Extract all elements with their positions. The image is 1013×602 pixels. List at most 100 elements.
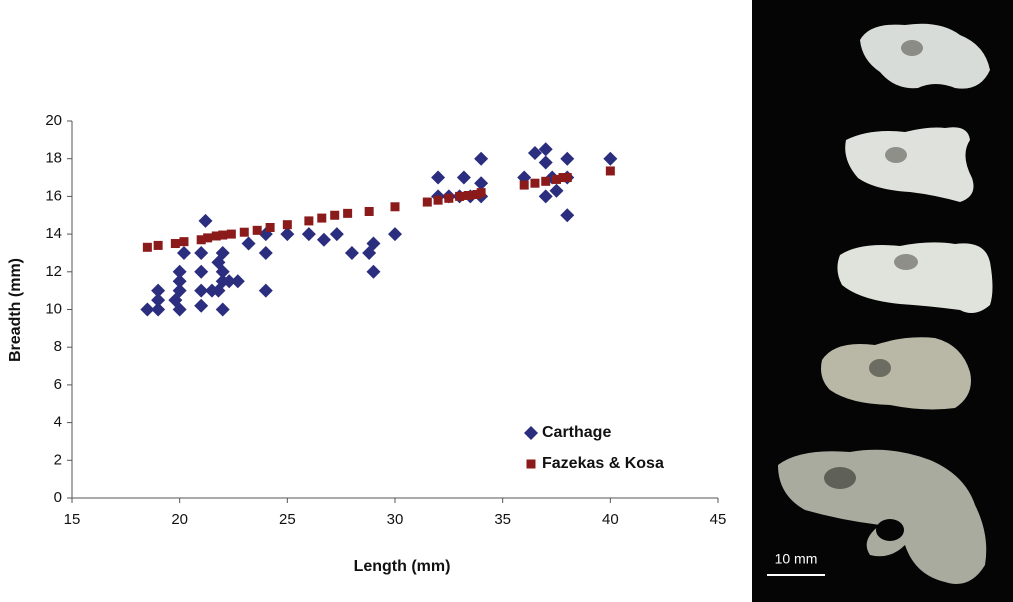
- x-tick-label: 30: [387, 511, 404, 528]
- marker-diamond: [388, 227, 402, 242]
- marker-square: [422, 197, 432, 207]
- y-tick-label: 6: [54, 376, 62, 393]
- marker-diamond: [222, 274, 237, 289]
- marker-square: [343, 208, 353, 218]
- bone: [821, 337, 971, 410]
- x-tick-label: 40: [602, 511, 619, 528]
- marker-diamond: [172, 274, 187, 289]
- marker-square: [330, 210, 340, 220]
- y-tick-label: 0: [54, 489, 62, 506]
- marker-diamond: [215, 245, 230, 260]
- marker-diamond: [194, 245, 209, 260]
- marker-square: [304, 216, 314, 226]
- marker-square: [444, 193, 454, 203]
- marker-diamond: [474, 176, 489, 191]
- y-tick-label: 2: [54, 451, 62, 468]
- marker-square: [179, 237, 189, 247]
- bone: [837, 242, 993, 314]
- x-tick-label: 25: [279, 511, 296, 528]
- marker-square: [530, 178, 540, 188]
- bone-hole: [901, 40, 923, 56]
- marker-square: [203, 233, 213, 243]
- x-axis-label: Length (mm): [354, 558, 451, 575]
- x-tick-label: 35: [494, 511, 511, 528]
- marker-diamond: [230, 274, 245, 289]
- marker-diamond: [172, 283, 187, 298]
- y-tick-label: 20: [45, 112, 62, 129]
- marker-diamond: [280, 227, 295, 242]
- y-tick-label: 18: [45, 150, 62, 167]
- marker-diamond: [172, 264, 187, 279]
- marker-square: [142, 242, 152, 252]
- legend-label: Carthage: [542, 424, 611, 441]
- marker-diamond: [524, 426, 538, 440]
- bone-hole: [869, 359, 891, 377]
- marker-square: [562, 173, 572, 183]
- photo-panel: 10 mm: [752, 0, 1013, 602]
- bone: [845, 127, 974, 202]
- marker-square: [170, 239, 180, 249]
- marker-square: [211, 231, 221, 241]
- marker-square: [605, 166, 615, 176]
- marker-square: [541, 176, 551, 186]
- marker-diamond: [258, 283, 273, 298]
- marker-diamond: [538, 189, 553, 204]
- scale-label: 10 mm: [775, 551, 818, 567]
- marker-square: [196, 235, 206, 245]
- marker-diamond: [301, 227, 316, 242]
- marker-diamond: [560, 151, 575, 166]
- x-tick-label: 20: [171, 511, 188, 528]
- marker-square: [519, 180, 529, 190]
- marker-diamond: [560, 208, 575, 223]
- marker-diamond: [172, 302, 187, 317]
- marker-square: [282, 220, 292, 230]
- bone-hole: [894, 254, 918, 270]
- marker-diamond: [198, 213, 213, 228]
- y-tick-label: 10: [45, 300, 62, 317]
- marker-diamond: [194, 264, 209, 279]
- marker-diamond: [215, 264, 230, 279]
- y-axis-label: Breadth (mm): [7, 258, 24, 362]
- legend-label: Fazekas & Kosa: [542, 455, 664, 472]
- bone-hole: [824, 467, 856, 489]
- marker-diamond: [151, 293, 166, 308]
- marker-square: [265, 223, 275, 233]
- x-tick-label: 45: [710, 511, 727, 528]
- marker-diamond: [366, 264, 381, 279]
- y-tick-label: 16: [45, 187, 62, 204]
- marker-square: [317, 213, 327, 223]
- marker-diamond: [603, 151, 618, 166]
- bone: [860, 23, 990, 89]
- marker-diamond: [538, 155, 553, 170]
- marker-square: [390, 202, 400, 212]
- marker-diamond: [140, 302, 155, 317]
- marker-square: [526, 459, 536, 469]
- y-tick-label: 4: [54, 414, 62, 431]
- bone-hole: [885, 147, 907, 163]
- marker-diamond: [456, 170, 471, 185]
- marker-square: [226, 229, 236, 239]
- marker-square: [239, 227, 249, 237]
- marker-diamond: [241, 236, 256, 251]
- marker-diamond: [366, 236, 381, 251]
- marker-diamond: [431, 170, 446, 185]
- marker-diamond: [151, 302, 166, 317]
- marker-diamond: [538, 142, 553, 157]
- marker-diamond: [549, 183, 564, 198]
- y-tick-label: 8: [54, 338, 62, 355]
- marker-diamond: [194, 298, 209, 313]
- x-tick-label: 15: [64, 511, 81, 528]
- marker-diamond: [176, 245, 191, 260]
- marker-square: [218, 230, 228, 240]
- y-tick-label: 12: [45, 263, 62, 280]
- marker-square: [455, 191, 465, 201]
- marker-diamond: [215, 302, 230, 317]
- marker-diamond: [258, 245, 273, 260]
- marker-diamond: [329, 227, 344, 242]
- bone-hole: [876, 519, 904, 541]
- y-tick-label: 14: [45, 225, 62, 242]
- marker-square: [252, 225, 262, 235]
- marker-diamond: [527, 146, 542, 161]
- marker-square: [364, 206, 374, 216]
